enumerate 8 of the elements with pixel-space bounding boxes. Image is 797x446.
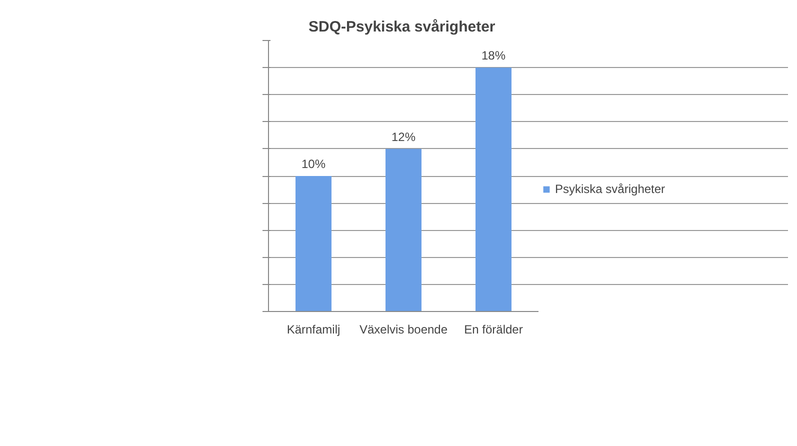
data-label: 18% bbox=[481, 48, 506, 63]
x-tick-label: En förälder bbox=[464, 322, 523, 336]
x-tick-label: Kärnfamilj bbox=[286, 322, 340, 336]
x-tick-label: Växelvis boende bbox=[359, 322, 448, 336]
chart-title: SDQ-Psykiska svårigheter bbox=[308, 18, 496, 36]
data-label: 12% bbox=[391, 130, 416, 144]
legend-label: Psykiska svårigheter bbox=[555, 182, 666, 196]
data-label: 10% bbox=[301, 157, 326, 171]
